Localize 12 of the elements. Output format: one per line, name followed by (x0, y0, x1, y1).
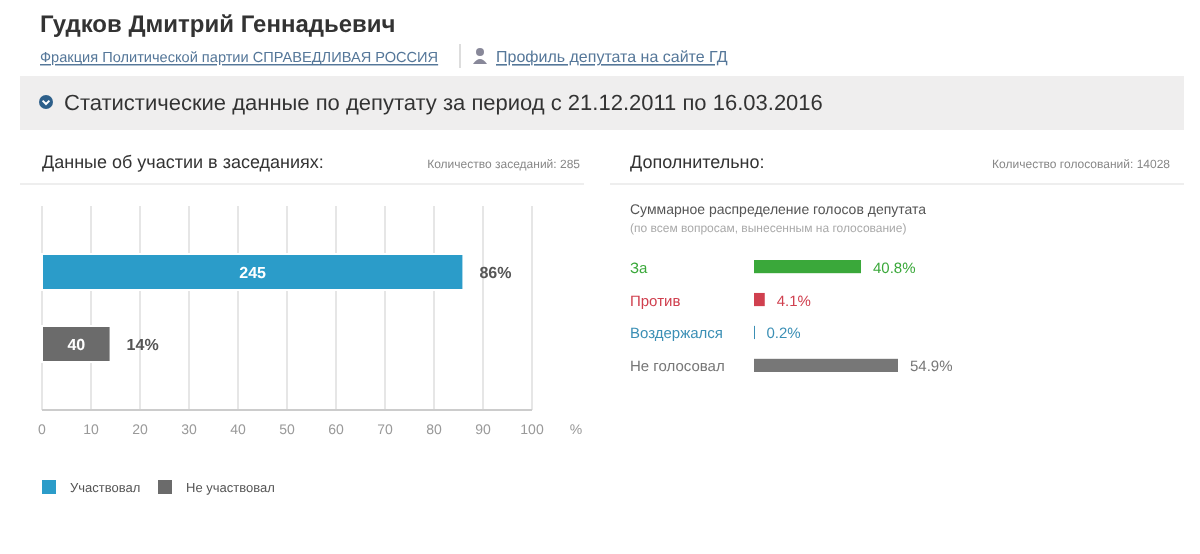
text: Профиль депутата на сайте ГД (496, 48, 729, 66)
bar (754, 292, 765, 307)
data-label: 86% (479, 264, 512, 282)
bar (754, 260, 862, 274)
annotation: 245 (239, 264, 268, 282)
bar (754, 358, 898, 372)
text: Гудков Дмитрий Геннадьевич (40, 10, 396, 38)
annotation: 40 (67, 336, 87, 354)
text: Статистические данные по депутату за период с 21.12.2011 по 16.03.2016 (64, 92, 823, 116)
chart-title: Данные об участии в заседаниях: (42, 152, 324, 172)
data-label: 14% (126, 336, 159, 354)
chart-title: Дополнительно: (630, 152, 765, 172)
